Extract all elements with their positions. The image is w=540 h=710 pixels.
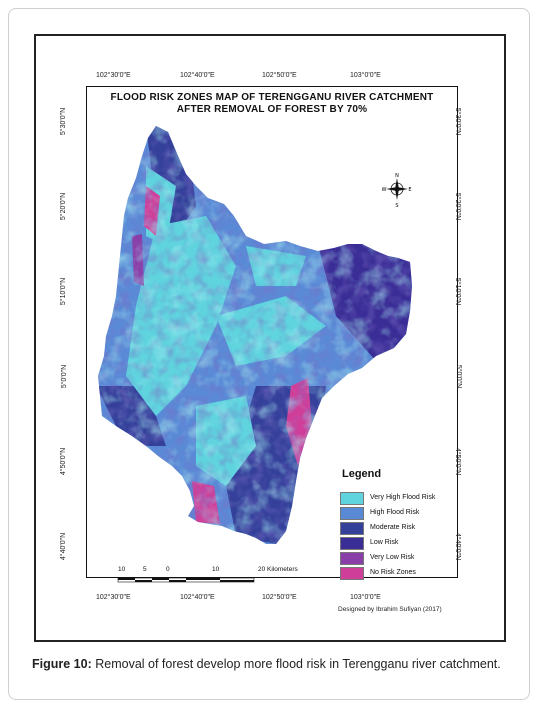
compass-w: W: [382, 187, 387, 193]
figure-caption: Figure 10: Removal of forest develop mor…: [32, 656, 512, 673]
map-title-line2: AFTER REMOVAL OF FOREST BY 70%: [176, 104, 368, 115]
scale-label-2: 5: [143, 566, 147, 573]
left-tick-2: 5°20'0"N: [60, 192, 68, 221]
scale-label-4: 10: [212, 566, 220, 573]
scale-label-1: 10: [118, 566, 126, 573]
caption-label: Figure 10:: [32, 657, 92, 671]
legend-swatch-high: [340, 507, 364, 520]
top-tick-2: 102°40'0"E: [180, 72, 215, 79]
map-legend: Legend Very High Flood Risk High Flood R…: [330, 468, 454, 584]
bottom-tick-2: 102°40'0"E: [180, 594, 215, 601]
top-tick-1: 102°30'0"E: [96, 72, 131, 79]
left-tick-4: 5°0'0"N: [61, 364, 69, 389]
scale-bar: [117, 577, 255, 583]
legend-swatch-very-low: [340, 552, 364, 565]
top-tick-3: 102°50'0"E: [262, 72, 297, 79]
north-arrow-icon: N S E W: [382, 173, 412, 208]
legend-label: Moderate Risk: [370, 524, 416, 531]
legend-label: No Risk Zones: [370, 569, 416, 576]
legend-swatch-moderate: [340, 522, 364, 535]
legend-swatch-low: [340, 537, 364, 550]
legend-swatch-no-risk: [340, 567, 364, 580]
left-tick-5: 4°50'0"N: [60, 447, 68, 476]
scale-label-3: 0: [166, 566, 170, 573]
legend-label: High Flood Risk: [370, 509, 420, 516]
legend-title: Legend: [342, 468, 382, 480]
legend-label: Very High Flood Risk: [370, 494, 436, 501]
left-tick-1: 5°30'0"N: [60, 107, 68, 136]
map-title-line1: FLOOD RISK ZONES MAP OF TERENGGANU RIVER…: [110, 92, 434, 103]
caption-text: Removal of forest develop more flood ris…: [91, 657, 501, 671]
left-tick-3: 5°10'0"N: [60, 277, 68, 306]
compass-s: S: [395, 203, 398, 208]
bottom-tick-1: 102°30'0"E: [96, 594, 131, 601]
catchment-map: [98, 126, 412, 544]
legend-label: Low Risk: [370, 539, 399, 546]
legend-label: Very Low Risk: [370, 554, 415, 561]
legend-swatch-very-high: [340, 492, 364, 505]
compass-n: N: [395, 173, 399, 179]
left-tick-6: 4°40'0"N: [60, 532, 68, 561]
bottom-tick-4: 103°0'0"E: [350, 594, 381, 601]
top-tick-4: 103°0'0"E: [350, 72, 381, 79]
scale-label-5: 20 Kilometers: [258, 566, 298, 573]
compass-e: E: [408, 187, 411, 193]
bottom-tick-3: 102°50'0"E: [262, 594, 297, 601]
map-credit: Designed by Ibrahim Sufiyan (2017): [338, 606, 442, 613]
